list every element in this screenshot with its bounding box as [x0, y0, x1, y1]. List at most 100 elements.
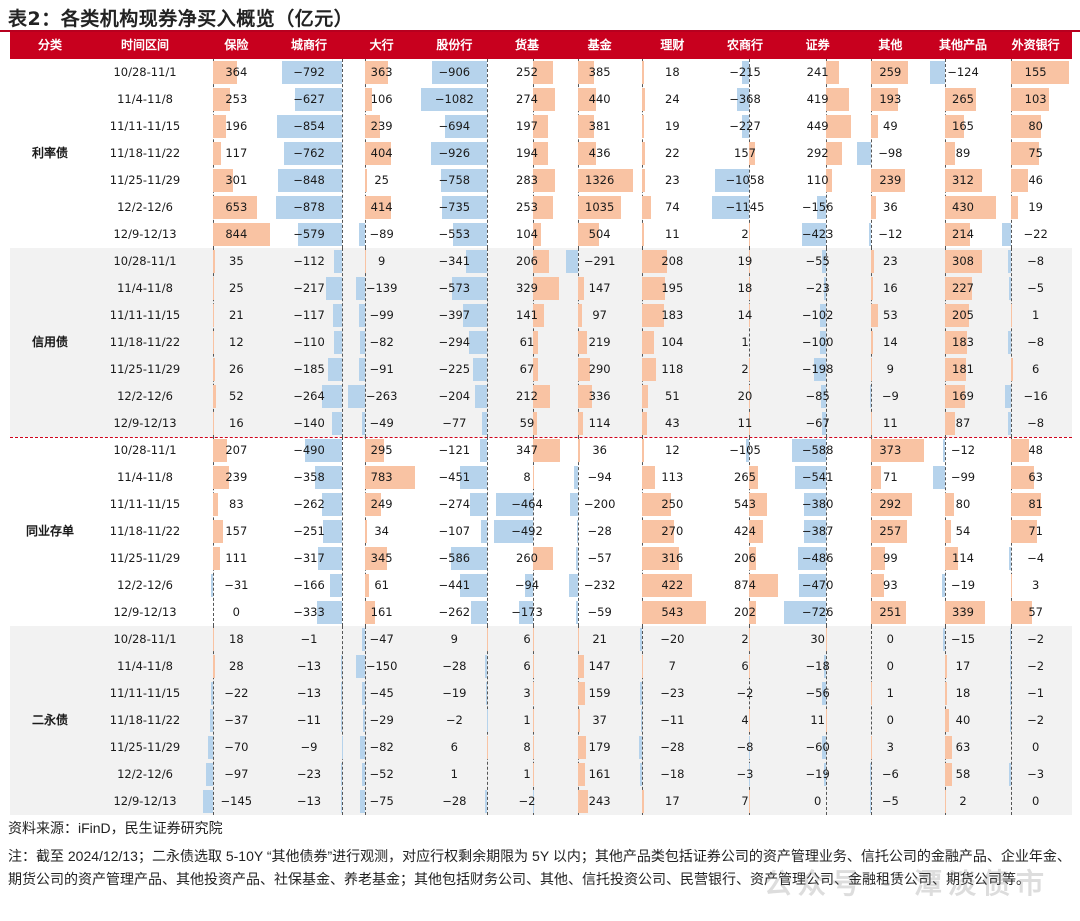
value-cell: −294 — [418, 329, 491, 356]
positive-bar — [749, 601, 757, 624]
value-label: 40 — [955, 713, 971, 727]
negative-bar — [857, 142, 871, 165]
positive-bar — [365, 115, 381, 138]
group-block: 二永债 10/28-11/1 18 −1 −47 9 6 21 −20 2 30 0 −15 −2 11/4… — [10, 626, 1072, 815]
column-header: 基金 — [587, 38, 612, 52]
value-cell: 16 — [854, 275, 927, 302]
positive-bar — [870, 601, 907, 624]
value-cell: 11 — [636, 221, 709, 248]
table-row: 11/11-11/15 21 −117 −99 −397 141 97 183 14 −102 53… — [10, 302, 1072, 329]
positive-bar — [365, 439, 384, 462]
value-cell: 63 — [927, 734, 1000, 761]
positive-bar — [578, 439, 580, 462]
negative-bar — [318, 547, 343, 570]
value-label: 110 — [806, 173, 829, 187]
value-label: −264 — [293, 389, 325, 403]
value-label: 385 — [588, 65, 611, 79]
negative-bar — [322, 385, 343, 408]
positive-bar — [1010, 142, 1039, 165]
value-label: 104 — [516, 227, 538, 241]
value-label: −28 — [442, 794, 467, 808]
negative-bar — [466, 250, 488, 273]
value-label: 25 — [229, 281, 244, 295]
value-cell: −99 — [927, 464, 1000, 491]
negative-bar — [277, 115, 343, 138]
value-cell: 18 — [636, 59, 709, 86]
value-label: −37 — [224, 713, 249, 727]
value-label: 30 — [810, 632, 825, 646]
value-cell: 290 — [563, 356, 636, 383]
value-cell: 80 — [999, 113, 1072, 140]
positive-bar — [642, 547, 680, 570]
negative-bar — [640, 763, 643, 786]
table-row: 11/18-11/22 12 −110 −82 −294 61 219 104 1 −100 14 1… — [10, 329, 1072, 356]
value-cell: −28 — [418, 788, 491, 815]
value-label: 1035 — [585, 200, 615, 214]
value-label: 61 — [374, 578, 389, 592]
value-cell: 844 — [200, 221, 273, 248]
positive-bar — [642, 142, 645, 165]
negative-bar — [298, 223, 343, 246]
value-cell: −49 — [345, 410, 418, 437]
positive-bar — [212, 115, 226, 138]
positive-bar — [944, 88, 977, 111]
positive-bar — [870, 169, 905, 192]
negative-bar — [333, 250, 343, 273]
period-cell: 10/28-11/1 — [113, 443, 177, 457]
value-label: −358 — [293, 470, 325, 484]
positive-bar — [578, 358, 591, 381]
value-cell: 36 — [563, 437, 636, 464]
value-cell: −2 — [999, 626, 1072, 653]
value-label: −124 — [947, 65, 979, 79]
value-label: 89 — [955, 146, 971, 160]
value-cell: −579 — [273, 221, 346, 248]
positive-bar — [825, 142, 843, 165]
value-label: 7 — [741, 794, 749, 808]
value-cell: 183 — [636, 302, 709, 329]
value-cell: −16 — [999, 383, 1072, 410]
value-label: 1 — [523, 767, 531, 781]
positive-bar — [944, 250, 982, 273]
value-cell: 265 — [927, 86, 1000, 113]
value-label: 36 — [883, 200, 898, 214]
table-row: 12/9-12/13 844 −579 −89 −553 104 504 11 2 −423 −12… — [10, 221, 1072, 248]
value-cell: 265 — [709, 464, 782, 491]
value-cell: 308 — [927, 248, 1000, 275]
value-cell: −368 — [709, 86, 782, 113]
positive-bar — [212, 196, 257, 219]
value-label: 159 — [588, 686, 611, 700]
value-label: −100 — [801, 335, 834, 349]
negative-bar — [211, 682, 213, 705]
positive-bar — [532, 412, 538, 435]
value-cell: −470 — [781, 572, 854, 599]
value-label: 161 — [370, 605, 393, 619]
value-cell: −59 — [563, 599, 636, 626]
positive-bar — [578, 790, 589, 813]
negative-bar — [822, 682, 826, 705]
value-label: 28 — [229, 659, 244, 673]
value-label: 147 — [588, 659, 611, 673]
group-separator — [10, 437, 1072, 438]
value-cell: −9 — [854, 383, 927, 410]
value-label: 36 — [592, 443, 607, 457]
value-label: −262 — [438, 605, 471, 619]
value-label: 9 — [377, 254, 386, 268]
value-cell: 249 — [345, 491, 418, 518]
value-cell: 14 — [709, 302, 782, 329]
value-cell: −8 — [999, 329, 1072, 356]
value-label: 207 — [225, 443, 248, 457]
period-cell: 12/2-12/6 — [117, 767, 173, 781]
value-label: 345 — [370, 551, 393, 565]
positive-bar — [532, 466, 534, 489]
value-cell: 17 — [927, 653, 1000, 680]
period-cell: 11/25-11/29 — [109, 740, 181, 754]
positive-bar — [532, 61, 553, 84]
value-label: 193 — [879, 92, 902, 106]
value-cell: −926 — [418, 140, 491, 167]
value-cell: 504 — [563, 221, 636, 248]
positive-bar — [944, 115, 965, 138]
value-label: 17 — [665, 794, 680, 808]
positive-bar — [1010, 169, 1028, 192]
value-label: −926 — [438, 146, 471, 160]
value-label: −55 — [805, 254, 830, 268]
